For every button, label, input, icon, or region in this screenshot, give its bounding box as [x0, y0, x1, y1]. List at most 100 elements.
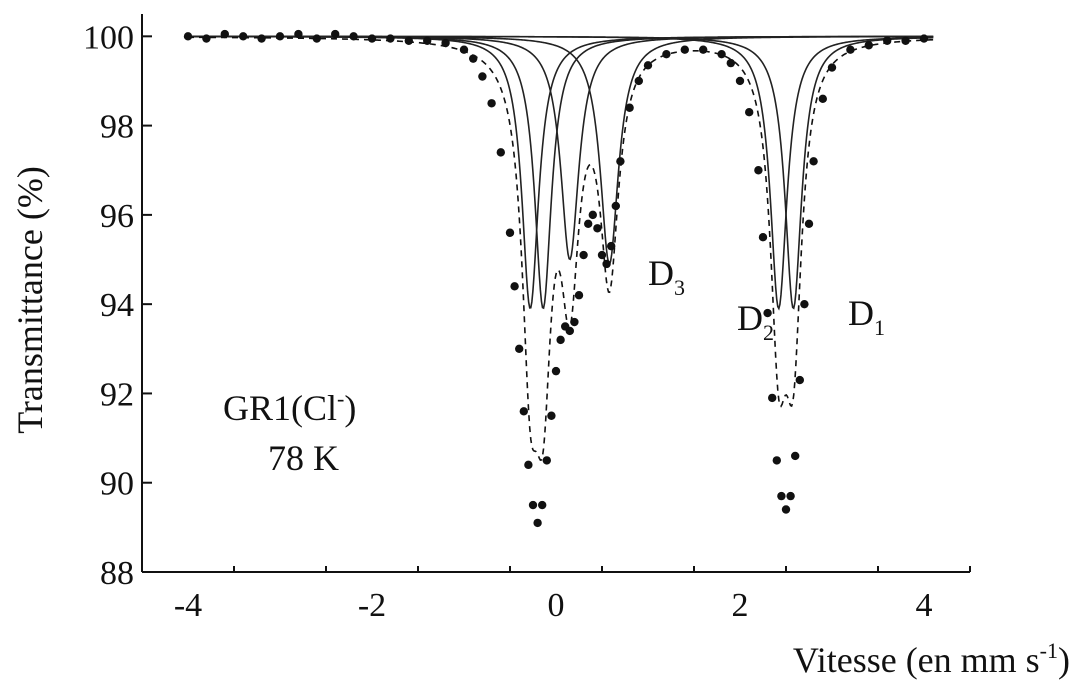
data-point: [758, 233, 768, 242]
data-point: [795, 375, 804, 385]
data-point: [579, 250, 588, 260]
data-point: [239, 32, 248, 41]
data-point: [818, 94, 827, 104]
y-ticks: 88 90 92 94 96 98 100: [83, 19, 152, 592]
data-point: [183, 32, 193, 41]
y-tick-label: 88: [100, 555, 134, 592]
fit-curves: [188, 35, 934, 461]
data-point: [777, 491, 786, 501]
data-point: [515, 344, 524, 353]
data-point: [478, 72, 487, 81]
data-point: [524, 460, 533, 470]
x-axis-label-close: ): [1058, 640, 1070, 680]
x-ticks: -4 -2 0 2 4: [141, 566, 971, 624]
data-point: [349, 32, 358, 41]
y-tick-label: 96: [100, 198, 134, 235]
data-point: [745, 108, 754, 117]
data-point: [570, 317, 579, 327]
data-point: [386, 34, 395, 43]
data-point: [901, 36, 910, 45]
data-point: [791, 451, 800, 461]
data-point: [643, 61, 653, 70]
sample-label-close: ): [344, 388, 356, 428]
axes: [141, 14, 970, 573]
data-point: [542, 456, 551, 465]
data-point: [510, 282, 519, 291]
data-point: [809, 157, 818, 166]
data-point: [699, 45, 708, 54]
data-point: [423, 36, 432, 45]
data-point: [528, 500, 538, 510]
data-point: [441, 38, 450, 48]
data-point: [487, 99, 496, 108]
y-tick-label: 94: [100, 287, 134, 324]
data-point: [275, 32, 285, 41]
y-axis-label: Transmittance (%): [10, 166, 50, 434]
data-point: [735, 76, 745, 86]
d1-label: D1: [848, 293, 885, 340]
data-point: [625, 103, 634, 112]
data-point: [547, 411, 556, 420]
temperature-label: 78 K: [268, 438, 339, 478]
data-point: [827, 63, 837, 72]
y-tick-label: 98: [100, 109, 134, 146]
data-point: [584, 219, 593, 229]
data-point: [717, 49, 726, 59]
data-point: [846, 45, 855, 54]
data-point: [786, 491, 795, 501]
data-point: [294, 29, 303, 39]
data-point: [754, 166, 763, 175]
d2-label-subscript: 2: [763, 320, 774, 345]
component-curve-d3: [188, 35, 934, 261]
data-point: [804, 219, 814, 229]
x-tick-label: 0: [548, 587, 565, 624]
d3-label-main: D: [648, 253, 674, 293]
data-point: [883, 36, 892, 45]
data-point: [312, 34, 321, 43]
data-point: [574, 291, 584, 300]
d2-label-main: D: [737, 298, 763, 338]
data-point: [611, 201, 620, 211]
x-axis-label: Vitesse (en mm s-1): [793, 638, 1070, 680]
data-point: [556, 335, 565, 345]
x-tick-label: 4: [916, 587, 933, 624]
x-axis-label-main: Vitesse (en mm s: [793, 640, 1040, 680]
data-point: [607, 241, 616, 251]
data-point: [565, 326, 574, 336]
data-point: [404, 36, 413, 45]
data-point: [597, 250, 607, 260]
y-tick-label: 92: [100, 376, 134, 413]
y-tick-label: 90: [100, 466, 134, 503]
x-tick-label: -4: [174, 587, 202, 624]
data-point: [768, 393, 777, 403]
data-point: [662, 49, 671, 59]
data-point: [919, 34, 929, 43]
data-point: [772, 456, 781, 465]
data-point: [469, 54, 478, 63]
data-point: [864, 41, 873, 50]
data-point: [593, 224, 602, 233]
x-tick-label: 2: [732, 587, 749, 624]
x-tick-label: -2: [358, 587, 386, 624]
component-curve-d3: [188, 35, 934, 266]
data-point: [519, 407, 528, 416]
data-point: [634, 76, 643, 86]
sample-label-main: GR1(Cl: [223, 388, 337, 428]
d2-label: D2: [737, 298, 774, 345]
x-axis-label-superscript: -1: [1040, 638, 1058, 663]
data-point: [202, 34, 211, 43]
data-point: [800, 299, 809, 309]
total-fit-curve: [188, 36, 934, 461]
data-point: [367, 34, 377, 43]
data-point: [220, 29, 229, 39]
data-point: [763, 308, 772, 318]
data-point: [551, 366, 561, 376]
data-point: [496, 148, 505, 157]
data-point: [459, 45, 469, 54]
d1-label-subscript: 1: [874, 315, 885, 340]
data-point: [588, 210, 597, 220]
data-point: [781, 505, 791, 514]
data-point: [538, 500, 547, 510]
data-point: [533, 518, 542, 528]
